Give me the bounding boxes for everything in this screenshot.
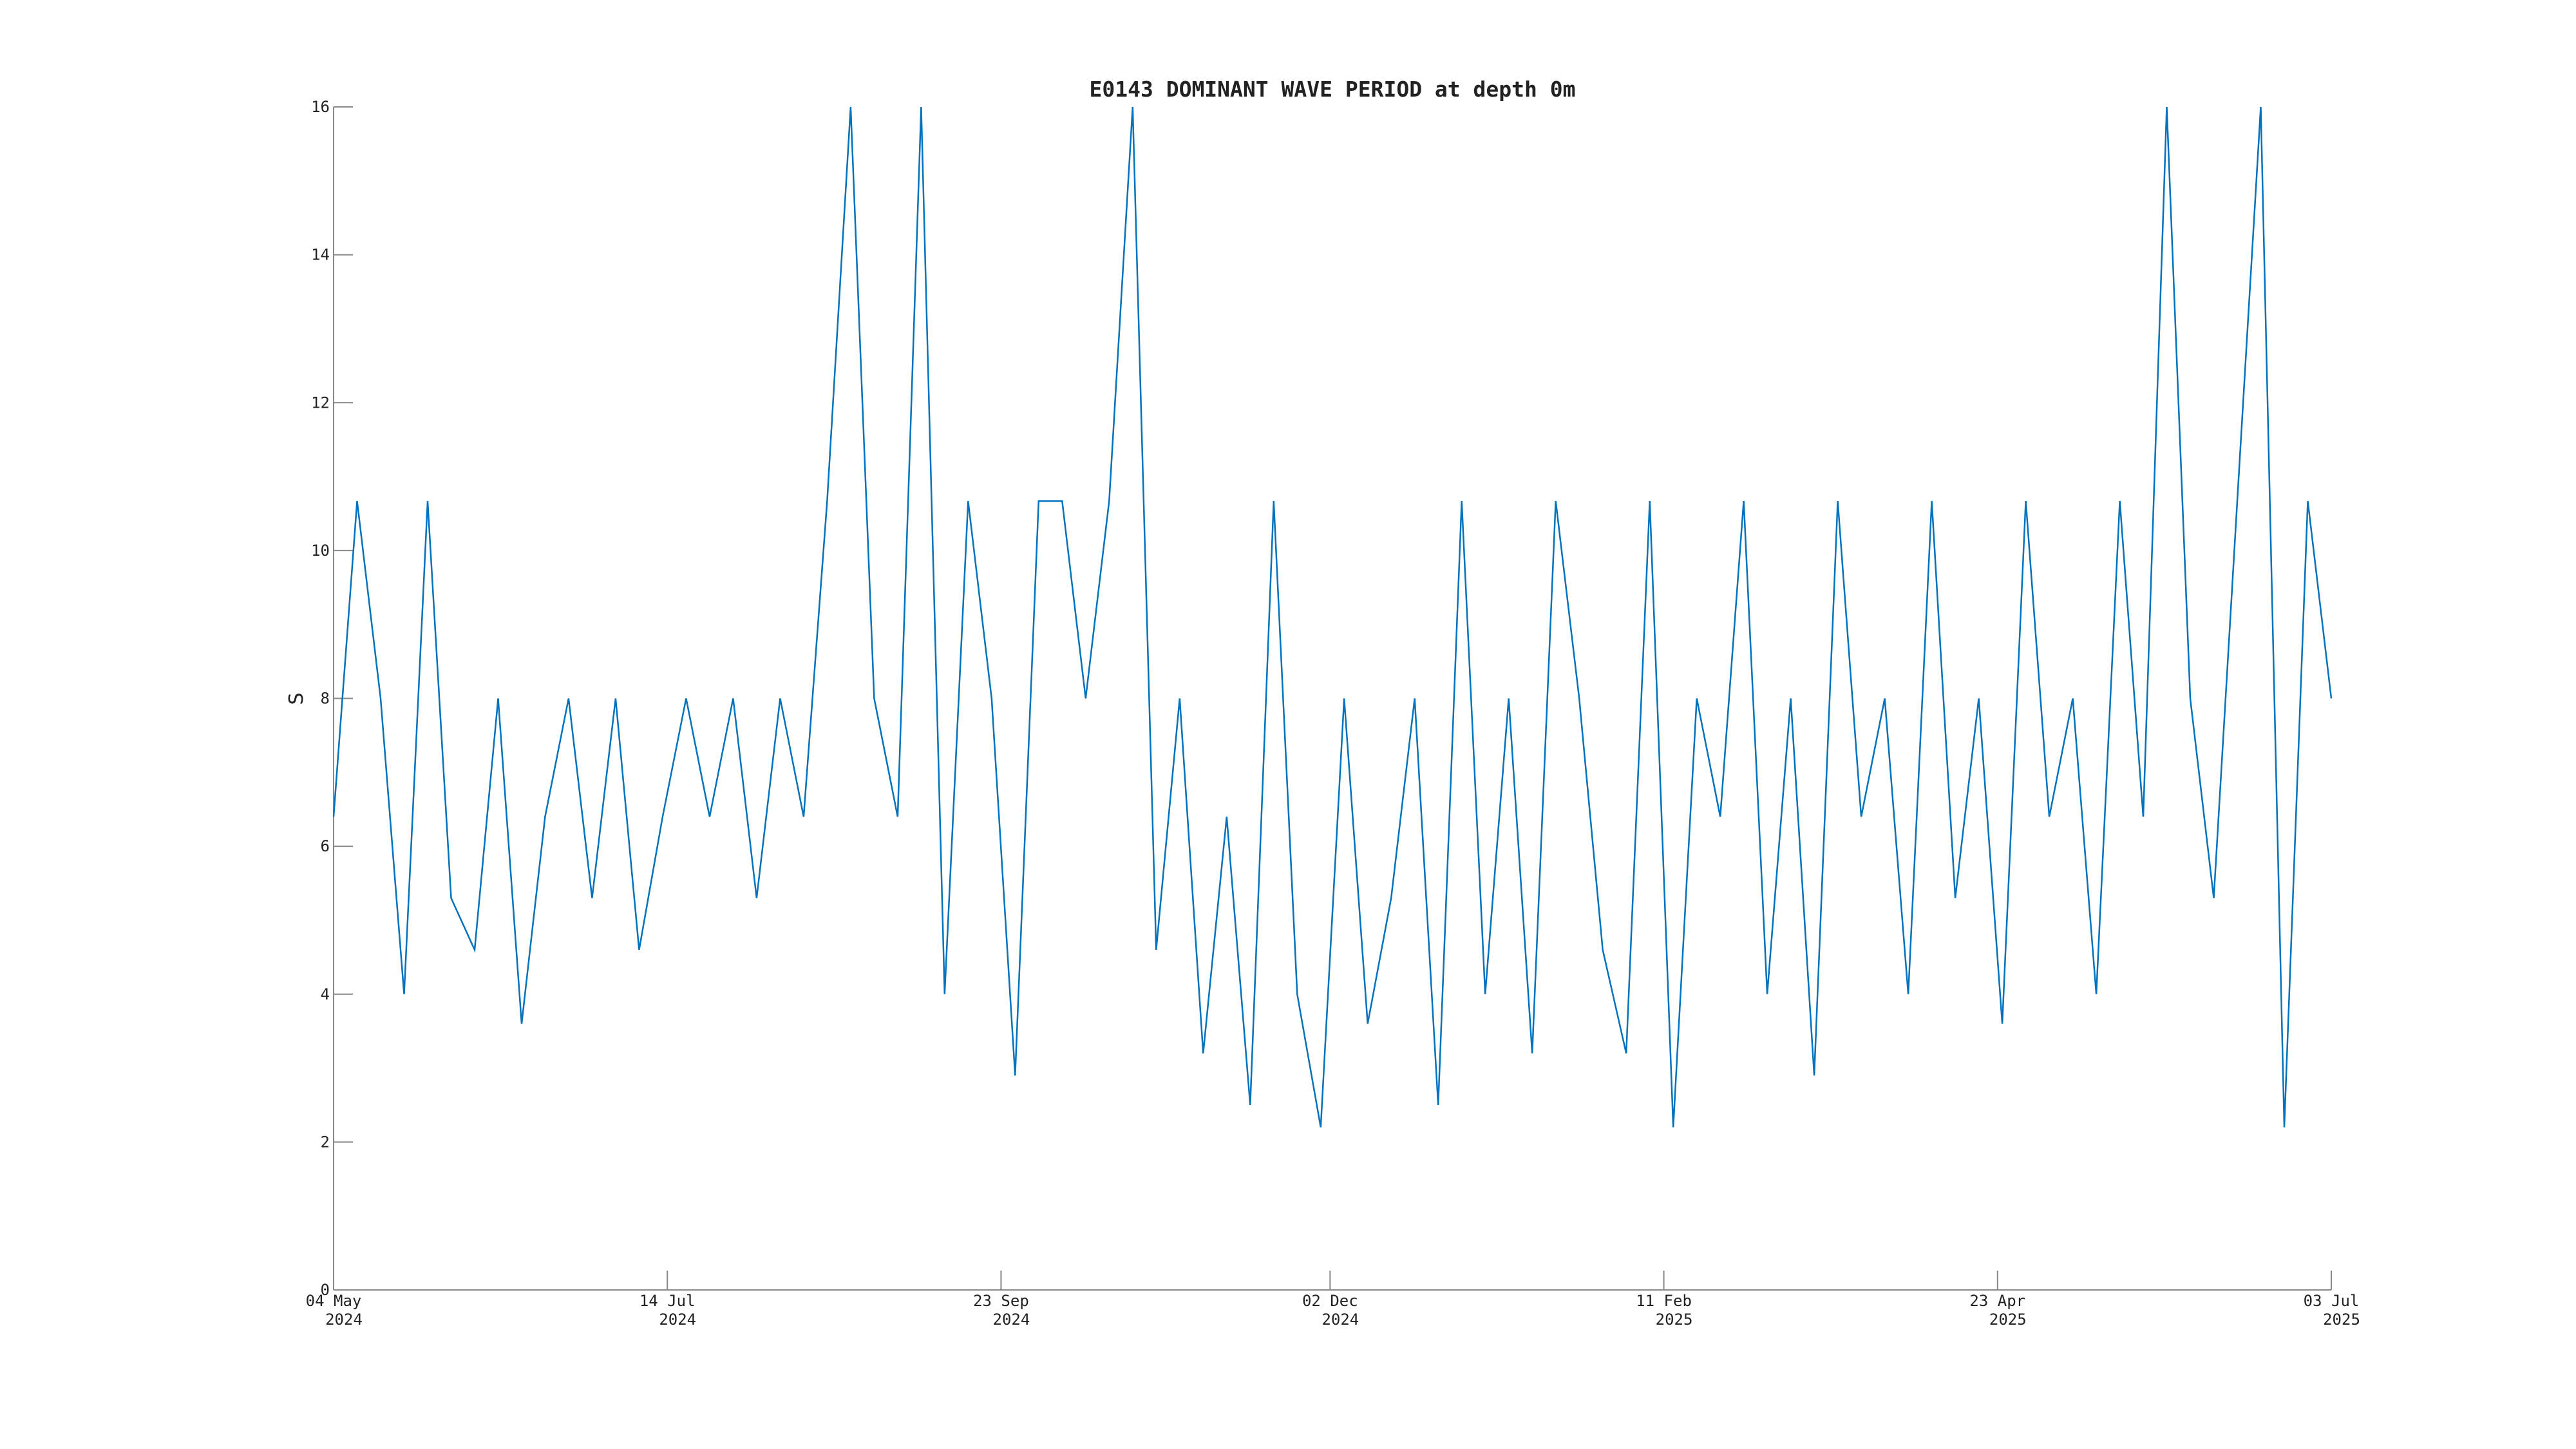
x-tick-label: 02 Dec 2024 xyxy=(1302,1292,1359,1329)
x-tick-label: 04 May 2024 xyxy=(306,1292,363,1329)
x-tick-label-line: 2024 xyxy=(659,1311,696,1329)
x-tick-label: 03 Jul 2025 xyxy=(2304,1292,2360,1329)
y-tick-label: 4 xyxy=(321,985,330,1003)
y-tick-label: 14 xyxy=(311,246,330,264)
x-tick-label-line: 2025 xyxy=(2323,1311,2360,1329)
x-tick-label-line: 2024 xyxy=(1321,1311,1359,1329)
x-tick-label-line: 11 Feb xyxy=(1636,1292,1692,1310)
x-tick-label-line: 2024 xyxy=(325,1311,363,1329)
x-tick-label-line: 2024 xyxy=(993,1311,1030,1329)
x-tick-label-line: 2025 xyxy=(1656,1311,1693,1329)
x-tick-label: 11 Feb 2025 xyxy=(1636,1292,1692,1329)
y-axis-label: S xyxy=(285,692,308,705)
x-tick-label-line: 2025 xyxy=(1989,1311,2027,1329)
x-tick-label-line: 23 Sep xyxy=(973,1292,1029,1310)
y-tick-label: 12 xyxy=(311,393,330,412)
y-tick-label: 8 xyxy=(321,690,330,708)
data-line xyxy=(332,106,2333,1128)
y-tick-label: 6 xyxy=(321,837,330,855)
x-tick-label: 14 Jul 2024 xyxy=(639,1292,696,1329)
x-tick-label-line: 02 Dec xyxy=(1302,1292,1358,1310)
x-tick-label-line: 04 May xyxy=(306,1292,362,1310)
x-tick-label: 23 Apr 2025 xyxy=(1969,1292,2026,1329)
x-tick-label: 23 Sep 2024 xyxy=(973,1292,1030,1329)
chart-title: E0143 DOMINANT WAVE PERIOD at depth 0m xyxy=(1090,77,1576,102)
x-tick-label-line: 23 Apr xyxy=(1969,1292,2025,1310)
y-tick-label: 16 xyxy=(311,98,330,116)
y-tick-label: 2 xyxy=(321,1133,330,1151)
y-tick-label: 0 xyxy=(321,1281,330,1299)
x-tick-label-line: 03 Jul xyxy=(2304,1292,2360,1310)
x-tick-label-line: 14 Jul xyxy=(639,1292,696,1310)
y-tick-label: 10 xyxy=(311,542,330,560)
